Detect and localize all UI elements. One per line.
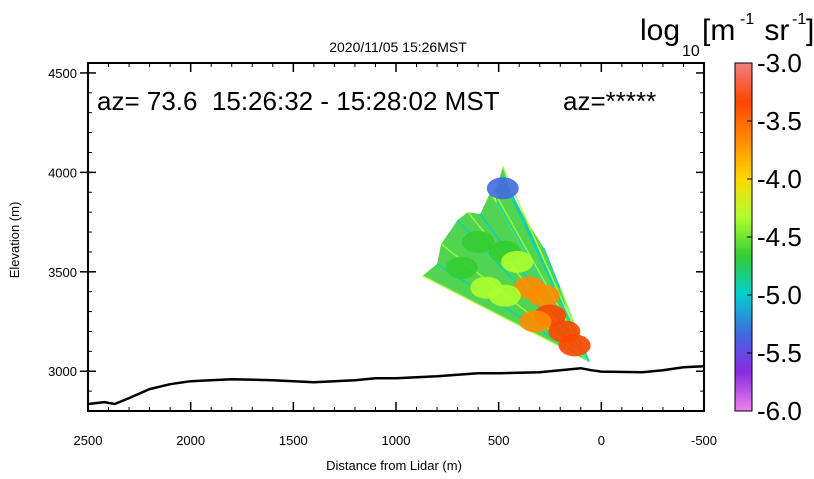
colorbar-tick-label: -6.0 — [757, 396, 802, 426]
colorbar-ticks: -3.0 -3.5 -4.0 -4.5 -5.0 -5.5 -6.0 — [747, 48, 802, 426]
colorbar-label-units-close: ] — [806, 14, 814, 47]
scan-cell — [501, 250, 534, 273]
scan-cell — [445, 256, 478, 279]
svg-text:log: log — [640, 14, 680, 47]
plot-area: 2500 2000 1500 1000 500 0 -500 3000 3500 4000 450… — [48, 62, 717, 448]
colorbar: -3.0 -3.5 -4.0 -4.5 -5.0 -5.5 -6.0 — [734, 48, 802, 426]
chart-title: 2020/11/05 15:26MST — [329, 39, 467, 55]
colorbar-tick-label: -3.5 — [757, 106, 802, 136]
colorbar-tick-label: -5.0 — [757, 280, 802, 310]
colorbar-tick-label: -4.0 — [757, 164, 802, 194]
x-tick-label: 2000 — [176, 433, 205, 448]
scan-annotation-right: az=***** — [563, 86, 656, 116]
scan-cell — [470, 276, 503, 299]
colorbar-label-exp-2: -1 — [792, 11, 806, 28]
x-tick-label: 1000 — [382, 433, 411, 448]
x-axis-ticks: 2500 2000 1500 1000 500 0 -500 — [74, 63, 717, 448]
scan-cell — [462, 230, 495, 253]
x-tick-label: 500 — [488, 433, 510, 448]
scan-annotation: az= 73.6 15:26:32 - 15:28:02 MST — [97, 86, 500, 116]
colorbar-tick-label: -3.0 — [757, 48, 802, 78]
y-tick-label: 3500 — [48, 265, 77, 280]
colorbar-label: log 10 [m -1 sr -1 ] — [640, 11, 814, 60]
colorbar-tick-label: -5.5 — [757, 338, 802, 368]
scan-cell — [558, 334, 591, 357]
colorbar-label-units-mid: sr — [756, 14, 789, 47]
colorbar-label-exp-1: -1 — [740, 11, 754, 28]
scan-cell — [527, 284, 560, 307]
y-tick-label: 4500 — [48, 66, 77, 81]
scan-sector — [422, 166, 591, 362]
colorbar-label-units-open: [m — [702, 14, 735, 47]
x-tick-label: 2500 — [74, 433, 103, 448]
y-tick-label: 3000 — [48, 364, 77, 379]
scan-cell — [519, 310, 552, 333]
y-axis-ticks: 3000 3500 4000 4500 — [48, 66, 704, 412]
y-axis-label: Elevation (m) — [7, 202, 22, 279]
x-tick-label: -500 — [691, 433, 717, 448]
y-tick-label: 4000 — [48, 165, 77, 180]
colorbar-tick-label: -4.5 — [757, 222, 802, 252]
scan-cell — [486, 177, 519, 200]
x-tick-label: 0 — [598, 433, 605, 448]
terrain-line — [87, 365, 705, 406]
colorbar-label-sub: 10 — [682, 43, 700, 60]
x-axis-label: Distance from Lidar (m) — [326, 458, 462, 473]
x-tick-label: 1500 — [279, 433, 308, 448]
colorbar-label-base: log — [640, 14, 680, 47]
